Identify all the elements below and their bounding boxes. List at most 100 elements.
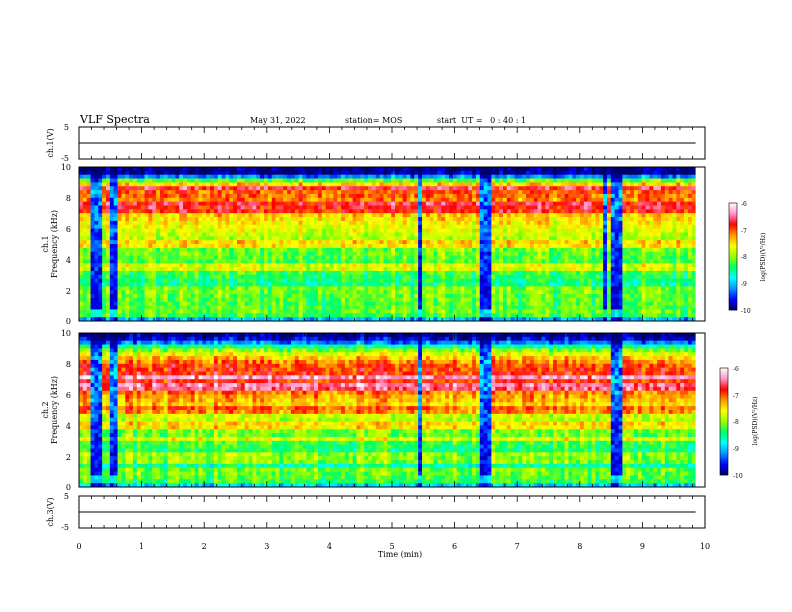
spectrogram-cell bbox=[129, 247, 134, 253]
spectrogram-cell bbox=[633, 178, 639, 183]
spectrogram-cell bbox=[429, 170, 434, 176]
spectrogram-cell bbox=[452, 278, 458, 283]
spectrogram-cell bbox=[491, 270, 496, 276]
spectrogram-cell bbox=[379, 255, 384, 260]
spectrogram-cell bbox=[310, 232, 315, 237]
spectrogram-cell bbox=[360, 167, 365, 172]
spectrogram-cell bbox=[190, 182, 196, 187]
spectrogram-cell bbox=[290, 178, 296, 183]
spectrogram-cell bbox=[98, 197, 103, 203]
spectrogram-cell bbox=[271, 167, 276, 172]
spectrogram-cell bbox=[260, 244, 265, 249]
spectrogram-cell bbox=[210, 282, 215, 287]
spectrogram-cell bbox=[522, 251, 527, 256]
spectrogram-cell bbox=[645, 217, 650, 222]
spectrogram-cell bbox=[206, 255, 211, 260]
spectrogram-cell bbox=[572, 174, 577, 179]
spectrogram-cell bbox=[225, 247, 230, 253]
spectrogram-cell bbox=[506, 263, 512, 268]
spectrogram-cell bbox=[684, 224, 689, 229]
spectrogram-cell bbox=[479, 197, 485, 203]
spectrogram-cell bbox=[82, 251, 88, 256]
spectrogram-cell bbox=[641, 193, 646, 199]
spectrogram-cell bbox=[179, 201, 184, 206]
spectrogram-cell bbox=[395, 236, 400, 241]
spectrogram-cell bbox=[159, 228, 165, 233]
spectrogram-cell bbox=[190, 174, 196, 179]
spectrogram-cell bbox=[580, 224, 585, 229]
spectrogram-cell bbox=[117, 209, 122, 214]
spectrogram-cell bbox=[360, 255, 365, 260]
spectrogram-cell bbox=[553, 263, 558, 268]
spectrogram-cell bbox=[290, 182, 296, 187]
spectrogram-cell bbox=[329, 186, 334, 191]
spectrogram-cell bbox=[518, 244, 523, 249]
spectrogram-cell bbox=[321, 263, 327, 268]
spectrogram-cell bbox=[572, 205, 577, 210]
spectrogram-cell bbox=[237, 182, 242, 187]
spectrogram-cell bbox=[533, 201, 538, 206]
spectrogram-cell bbox=[102, 174, 107, 179]
spectrogram-cell bbox=[672, 236, 677, 241]
spectrogram-cell bbox=[437, 213, 442, 218]
spectrogram-cell bbox=[221, 224, 226, 229]
spectrogram-cell bbox=[163, 259, 169, 264]
spectrogram-cell bbox=[429, 263, 434, 268]
spectrogram-cell bbox=[314, 205, 319, 210]
spectrogram-cell bbox=[321, 282, 327, 287]
spectrogram-cell bbox=[591, 167, 596, 172]
spectrogram-cell bbox=[672, 217, 677, 222]
spectrogram-cell bbox=[456, 247, 461, 253]
spectrogram-cell bbox=[541, 263, 546, 268]
spectrogram-cell bbox=[190, 282, 196, 287]
spectrogram-cell bbox=[529, 178, 535, 183]
spectrogram-cell bbox=[86, 213, 91, 218]
spectrogram-cell bbox=[202, 255, 207, 260]
spectrogram-cell bbox=[129, 193, 134, 199]
spectrogram-cell bbox=[410, 186, 415, 191]
spectrogram-cell bbox=[132, 213, 138, 218]
spectrogram-cell bbox=[341, 197, 346, 203]
spectrogram-cell bbox=[287, 190, 292, 195]
spectrogram-cell bbox=[526, 213, 531, 218]
spectrogram-cell bbox=[290, 232, 296, 237]
spectrogram-cell bbox=[556, 193, 562, 199]
spectrogram-cell bbox=[121, 236, 126, 241]
spectrogram-cell bbox=[406, 167, 411, 172]
spectrogram-cell bbox=[483, 267, 488, 272]
spectrogram-cell bbox=[599, 251, 604, 256]
spectrogram-cell bbox=[410, 259, 415, 264]
spectrogram-cell bbox=[329, 224, 334, 229]
spectrogram-cell bbox=[260, 278, 265, 283]
spectrogram-cell bbox=[352, 178, 357, 183]
spectrogram-cell bbox=[687, 244, 693, 249]
spectrogram-cell bbox=[479, 274, 485, 280]
spectrogram-cell bbox=[310, 255, 315, 260]
spectrogram-cell bbox=[533, 270, 538, 276]
spectrogram-cell bbox=[518, 170, 523, 176]
spectrogram-cell bbox=[506, 228, 512, 233]
spectrogram-cell bbox=[337, 228, 342, 233]
spectrogram-cell bbox=[298, 224, 303, 229]
spectrogram-cell bbox=[653, 259, 658, 264]
spectrogram-cell bbox=[387, 201, 392, 206]
spectrogram-cell bbox=[121, 193, 126, 199]
spectrogram-cell bbox=[244, 267, 249, 272]
spectrogram-cell bbox=[375, 224, 380, 229]
spectrogram-cell bbox=[414, 278, 419, 283]
spectrogram-cell bbox=[583, 274, 589, 280]
spectrogram-cell bbox=[152, 274, 157, 280]
spectrogram-cell bbox=[653, 236, 658, 241]
spectrogram-cell bbox=[483, 247, 488, 253]
spectrogram-cell bbox=[526, 209, 531, 214]
spectrogram-cell bbox=[448, 190, 454, 195]
spectrogram-cell bbox=[433, 170, 438, 176]
spectrogram-cell bbox=[132, 278, 138, 283]
spectrogram-cell bbox=[240, 274, 246, 280]
spectrogram-cell bbox=[341, 232, 346, 237]
spectrogram-cell bbox=[456, 236, 461, 241]
spectrogram-cell bbox=[657, 201, 662, 206]
spectrogram-cell bbox=[256, 178, 261, 183]
spectrogram-cell bbox=[175, 236, 180, 241]
spectrogram-cell bbox=[676, 190, 681, 195]
